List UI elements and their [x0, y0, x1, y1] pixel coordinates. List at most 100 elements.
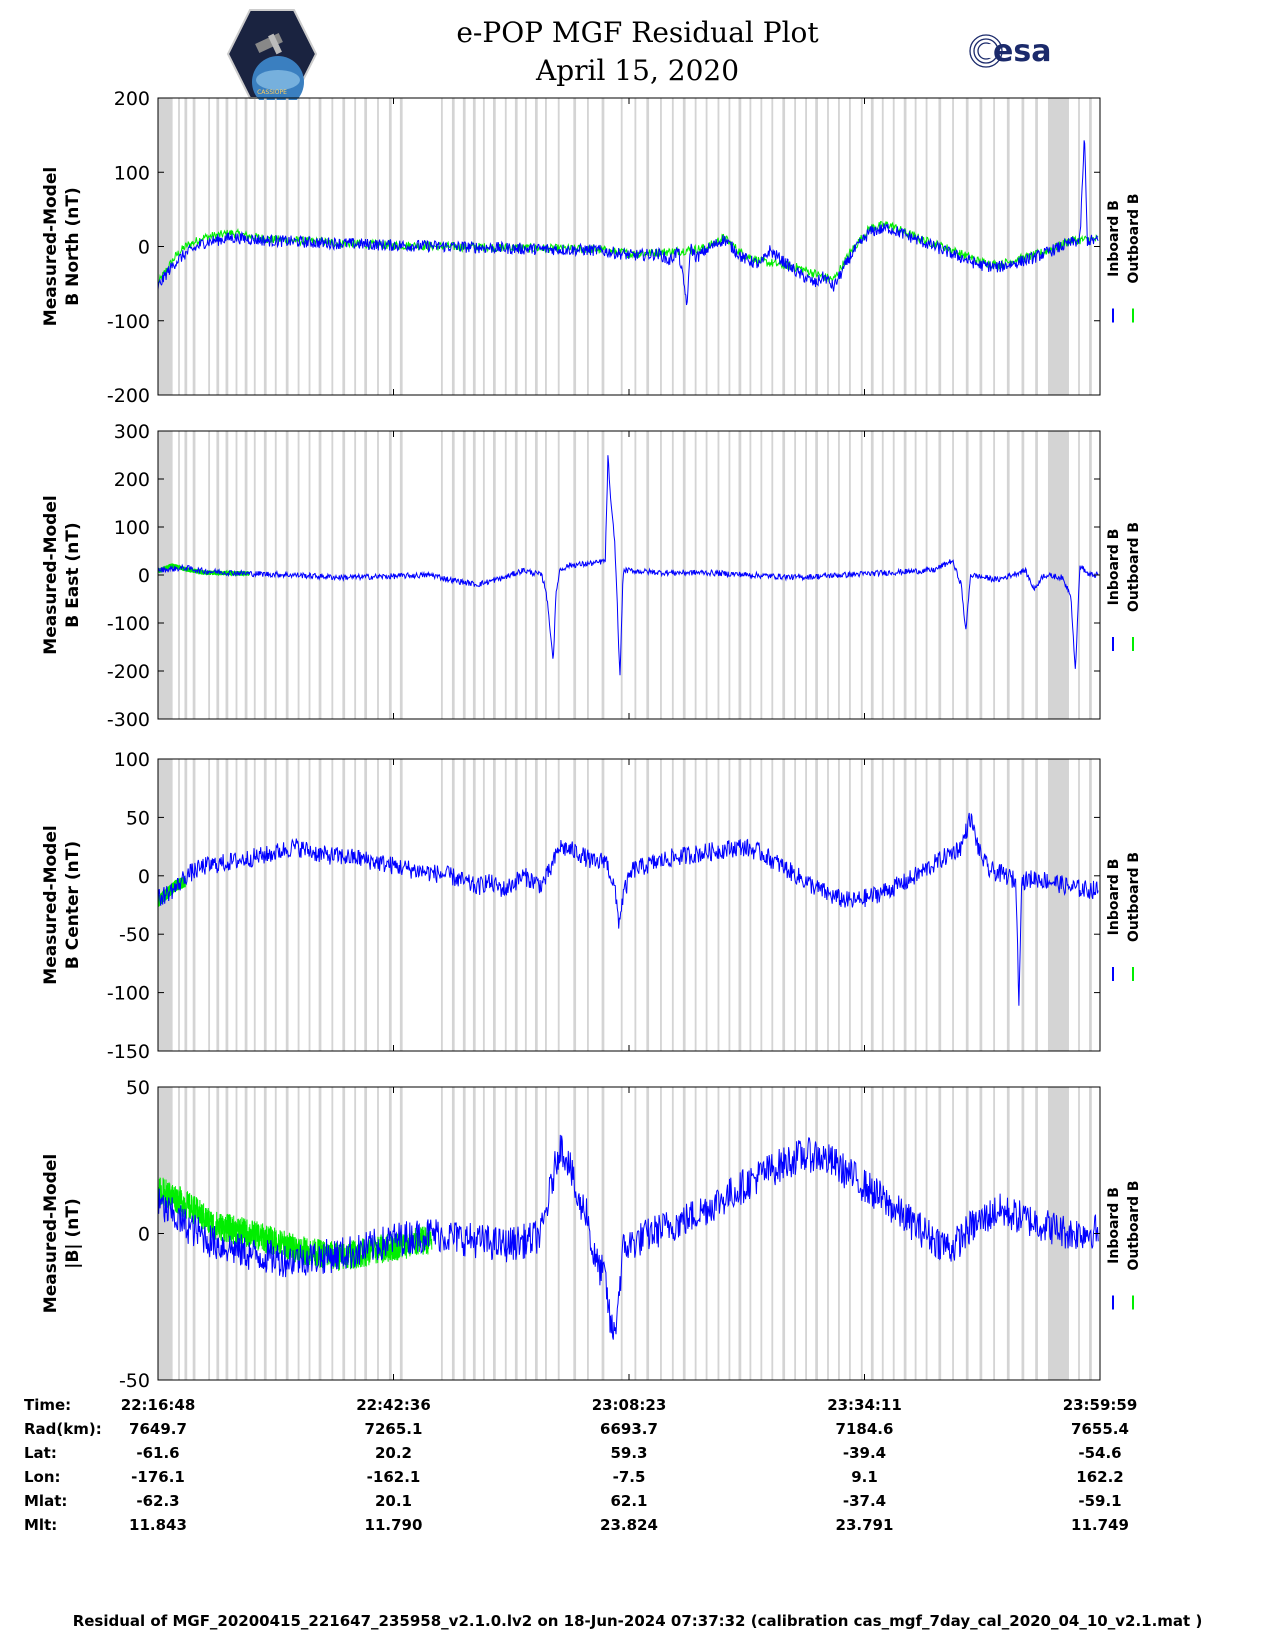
gap-band	[952, 98, 954, 395]
gap-band	[738, 1087, 742, 1380]
gap-band	[192, 759, 196, 1051]
gap-band	[738, 98, 742, 395]
y-tick-label: 0	[138, 1224, 150, 1246]
gap-band	[838, 759, 840, 1051]
gap-band	[342, 759, 346, 1051]
gap-band	[504, 431, 507, 719]
gap-band	[504, 759, 507, 1051]
gap-band	[601, 98, 605, 395]
x-info-cell: 7265.1	[365, 1420, 423, 1438]
gap-band	[451, 431, 455, 719]
gap-band	[860, 1087, 863, 1380]
panel-4: 50 0 -50 Measured-Model |B| (nT) Inboard B Out…	[41, 1077, 1142, 1392]
gap-band	[451, 1087, 455, 1380]
gap-band	[760, 98, 763, 395]
gap-band	[1078, 1087, 1080, 1380]
x-info-cell: 11.749	[1071, 1516, 1129, 1534]
gap-band	[192, 431, 196, 719]
y-tick-label: -300	[107, 709, 150, 731]
gap-band	[158, 1087, 173, 1380]
gap-band	[671, 759, 674, 1051]
y-tick-label: 0	[138, 565, 150, 587]
y-tick-label: 200	[114, 88, 150, 110]
gap-band	[815, 1087, 818, 1380]
x-info-cell: 9.1	[851, 1468, 878, 1486]
x-info-cell: 62.1	[610, 1492, 647, 1510]
gap-band	[827, 759, 829, 1051]
x-info-cell: 23.824	[600, 1516, 658, 1534]
y-axis-label: Measured-Model B Center (nT)	[41, 825, 83, 984]
gap-band	[815, 98, 818, 395]
x-info-cell: -176.1	[131, 1468, 185, 1486]
gap-band	[514, 1087, 518, 1380]
gap-band	[462, 759, 466, 1051]
panel-1: 200 100 0 -100 -200 Measured-Model B North (nT…	[41, 88, 1142, 407]
gap-band	[838, 1087, 840, 1380]
gap-band	[827, 1087, 829, 1380]
gap-band	[815, 759, 818, 1051]
y-tick-label: -150	[107, 1041, 150, 1063]
gap-band	[285, 98, 289, 395]
gap-band	[331, 431, 334, 719]
gap-band	[634, 431, 637, 719]
gap-band	[805, 759, 807, 1051]
x-info-cell: 162.2	[1076, 1468, 1123, 1486]
chart-subtitle-date: April 15, 2020	[535, 54, 740, 87]
x-info-cell: 7184.6	[836, 1420, 894, 1438]
gap-band	[297, 759, 300, 1051]
gap-band	[178, 1087, 180, 1380]
gap-bands	[158, 759, 1092, 1051]
gap-band	[545, 431, 547, 719]
series-line-inboard-b	[158, 812, 1099, 1006]
gap-band	[848, 98, 851, 395]
gap-band	[728, 1087, 731, 1380]
legend-label: Outboard B	[1126, 522, 1142, 612]
gap-band	[838, 431, 840, 719]
gap-band	[331, 759, 334, 1051]
gap-band	[903, 759, 907, 1051]
gap-band	[705, 759, 708, 1051]
gap-band	[805, 1087, 807, 1380]
gap-band	[705, 98, 708, 395]
gap-band	[377, 759, 379, 1051]
gap-band	[728, 759, 731, 1051]
gap-band	[492, 759, 496, 1051]
gap-band	[178, 98, 180, 395]
gap-band	[694, 1087, 697, 1380]
gap-band	[318, 98, 322, 395]
x-axis-info-table: Time: Rad(km): Lat: Lon: Mlat: Mlt: 22:16:48 76…	[24, 1396, 1137, 1534]
gap-band	[925, 98, 928, 395]
residual-plot-area: 200 100 0 -100 -200 Measured-Model B North (nT…	[24, 88, 1142, 1534]
x-info-cell: 11.790	[365, 1516, 423, 1534]
gap-band	[860, 431, 863, 719]
gap-band	[573, 431, 577, 719]
gap-band	[738, 759, 742, 1051]
gap-band	[534, 1087, 538, 1380]
gap-band	[646, 759, 650, 1051]
gap-band	[601, 1087, 605, 1380]
gap-band	[646, 98, 650, 395]
gap-band	[472, 759, 476, 1051]
gap-band	[364, 759, 368, 1051]
gap-band	[208, 759, 211, 1051]
gap-band	[192, 98, 196, 395]
series-line-outboard-b	[158, 221, 1099, 285]
gap-band	[903, 98, 907, 395]
gap-band	[524, 431, 527, 719]
gap-band	[1035, 1087, 1038, 1380]
x-info-row-label: Time:	[24, 1396, 71, 1414]
gap-band	[620, 98, 623, 395]
gap-bands	[158, 1087, 1092, 1380]
gap-band	[342, 1087, 346, 1380]
gap-band	[545, 1087, 547, 1380]
gap-band	[682, 98, 686, 395]
gap-band	[451, 759, 455, 1051]
x-info-row-label: Lon:	[24, 1468, 61, 1486]
gap-band	[881, 1087, 884, 1380]
panel-3: 100 50 0 -50 -100 -150 Measured-Model B Center …	[41, 749, 1142, 1063]
gap-band	[965, 431, 969, 719]
gap-band	[979, 98, 983, 395]
gap-band	[184, 98, 188, 395]
gap-band	[749, 98, 752, 395]
gap-band	[158, 759, 173, 1051]
